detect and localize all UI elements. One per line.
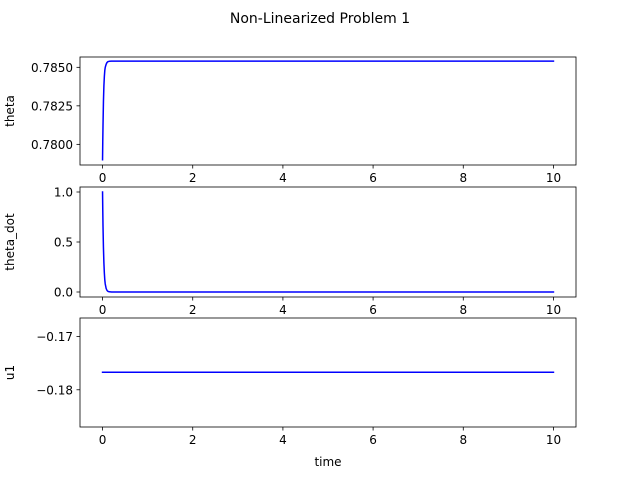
x-tick-label: 6 — [369, 303, 377, 317]
x-tick-label: 4 — [279, 433, 287, 447]
y-tick-label: −0.17 — [36, 330, 73, 344]
axes-frame-3 — [79, 317, 577, 428]
x-tick-label: 2 — [189, 171, 197, 185]
x-tick-label: 2 — [189, 433, 197, 447]
y-tick-label: 0.5 — [54, 236, 73, 250]
y-tick-label: 0.7825 — [31, 99, 73, 113]
y-axis-label: u1 — [3, 365, 17, 380]
subplot-2: 0 2 4 6 8 10 0.0 0.5 1.0 theta_dot — [3, 186, 577, 317]
series-line-2-1 — [101, 191, 555, 293]
x-tick-label: 0 — [99, 433, 107, 447]
x-tick-label: 10 — [546, 433, 561, 447]
y-tick-label: −0.18 — [36, 383, 73, 397]
y-tick-label: 0.0 — [54, 286, 73, 300]
x-tick-label: 8 — [459, 433, 467, 447]
x-axis-label: time — [314, 455, 341, 469]
y-axis-label: theta_dot — [3, 213, 17, 271]
axes-frame-1 — [79, 56, 577, 166]
x-tick-label: 10 — [546, 303, 561, 317]
x-tick-label: 4 — [279, 171, 287, 185]
y-tick-label: 0.7800 — [31, 138, 73, 152]
y-tick-label: 0.7850 — [31, 61, 73, 75]
axes-layer: 0 2 4 6 8 10 0.7800 0.7825 0.7850 theta 0 2 4 6 8 10 0.0… — [3, 56, 577, 469]
subplot-1: 0 2 4 6 8 10 0.7800 0.7825 0.7850 theta — [3, 56, 577, 185]
series-line-1-1 — [101, 60, 555, 161]
x-tick-label: 8 — [459, 303, 467, 317]
figure-title: Non-Linearized Problem 1 — [230, 11, 410, 27]
x-tick-label: 6 — [369, 433, 377, 447]
x-tick-label: 4 — [279, 303, 287, 317]
subplot-3: 0 2 4 6 8 10 −0.17 −0.18 u1 time — [3, 317, 577, 469]
x-tick-label: 0 — [99, 303, 107, 317]
x-tick-label: 8 — [459, 171, 467, 185]
x-tick-label: 10 — [546, 171, 561, 185]
y-axis-label: theta — [3, 95, 17, 127]
x-tick-label: 2 — [189, 303, 197, 317]
x-tick-label: 0 — [99, 171, 107, 185]
y-tick-label: 1.0 — [54, 186, 73, 200]
x-tick-label: 6 — [369, 171, 377, 185]
